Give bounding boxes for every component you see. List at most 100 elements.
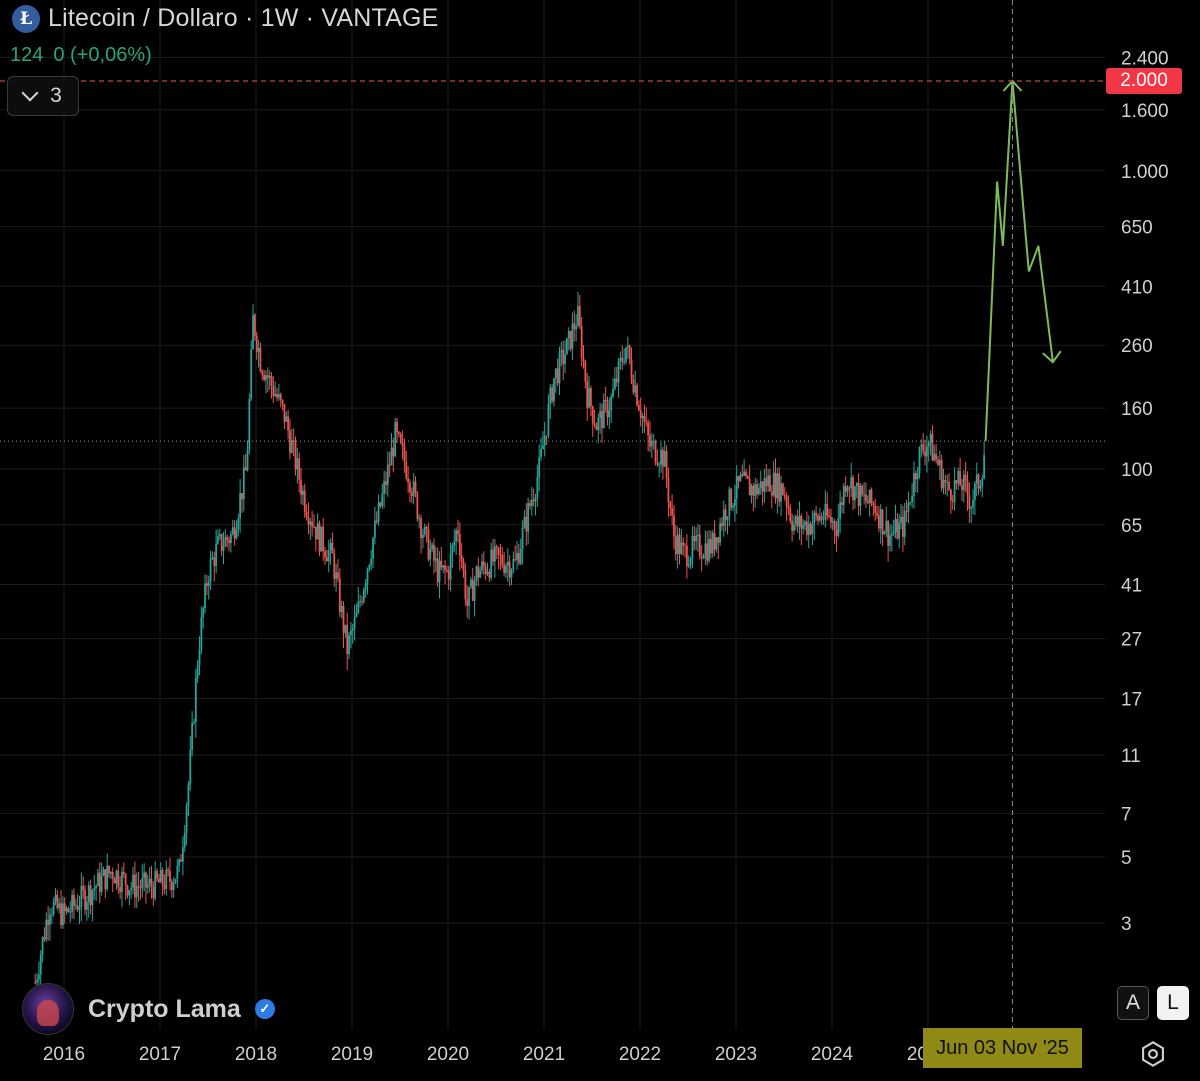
candle-body [290,440,293,453]
candle-body [942,480,945,489]
candle-body [217,536,219,544]
forecast-path [984,80,1054,442]
candle-body [650,441,653,447]
candle-body [239,493,242,519]
candle-body [637,405,640,411]
x-tick-label: 2018 [235,1044,277,1065]
candle-body [477,566,480,578]
candle-body [968,495,971,509]
y-tick-label: 100 [1121,460,1153,481]
candle-body [512,559,515,571]
candle-body [423,526,426,535]
candle-body [163,885,166,890]
candle-body [50,914,53,916]
candle-body [759,481,762,488]
candle-body [244,467,247,471]
candle-body [726,516,729,520]
candle-body [211,557,214,559]
candle-body [204,583,206,609]
candle-body [612,388,614,397]
candle-body [667,478,670,502]
candle-body [292,440,295,442]
candle-body [69,911,72,913]
candle-body [835,529,838,536]
candle-body [534,497,537,502]
candle-body [757,487,760,495]
candle-body [770,491,773,496]
candle-body [831,521,834,523]
candle-body [329,542,332,551]
candle-body [785,496,788,507]
candle-body [237,518,240,530]
candle-body [615,378,618,383]
candle-body [944,480,947,483]
author-watermark: Crypto Lama ✓ [22,983,275,1035]
candle-body [381,493,384,507]
candle-body [588,388,590,408]
indicator-collapse-button[interactable]: 3 [7,76,79,116]
candle-body [608,410,611,418]
candle-body [176,865,179,880]
candle-body [979,486,982,489]
auto-scale-button[interactable]: A [1117,986,1149,1020]
candle-body [220,534,223,551]
candle-body [589,388,592,407]
candle-body [126,885,129,896]
candle-body [503,564,506,573]
candle-body [929,434,932,443]
candle-body [375,520,378,522]
candle-body [97,872,99,887]
candle-body [567,330,570,339]
candle-body [695,535,698,542]
candle-body [351,628,354,631]
candle-body [752,485,755,496]
candle-body [431,544,434,550]
candle-body [455,530,458,542]
candle-body [414,481,417,493]
candle-body [948,482,950,490]
candle-body [630,359,633,380]
candle-body [76,905,79,910]
candle-body [313,526,315,528]
candle-body [634,385,637,393]
candle-body [521,527,524,549]
candle-body [643,415,646,422]
candle-body [471,579,474,601]
candle-body [61,903,64,925]
candle-body [700,555,703,559]
candle-body [145,872,147,888]
settings-icon[interactable] [1139,1040,1167,1068]
candle-body [949,489,952,501]
candle-body [818,516,821,521]
candle-body [538,457,541,477]
candle-body [532,499,535,502]
candle-body [852,477,854,501]
candle-body [346,624,349,654]
candle-body [91,890,94,906]
candle-body [970,507,973,509]
candle-body [355,612,358,618]
candle-body [767,475,770,487]
candle-body [283,403,286,422]
y-tick-label: 650 [1121,218,1153,239]
candle-body [680,542,683,554]
candle-body [794,516,797,525]
candle-body [108,865,110,874]
candle-body [925,446,928,457]
candle-body [213,557,216,567]
x-tick-label: 2020 [427,1044,469,1065]
candle-body [551,387,554,402]
candle-body [735,476,738,499]
candle-body [602,400,605,429]
candle-body [931,434,934,461]
symbol-title[interactable]: Litecoin / Dollaro · 1W · VANTAGE [48,4,439,32]
candle-body [71,894,74,912]
candle-body [231,527,234,535]
log-scale-button[interactable]: L [1157,986,1189,1020]
candle-body [813,512,816,525]
candle-body [632,379,635,393]
candle-body [434,558,437,561]
candle-body [623,361,626,363]
candle-body [180,859,182,862]
